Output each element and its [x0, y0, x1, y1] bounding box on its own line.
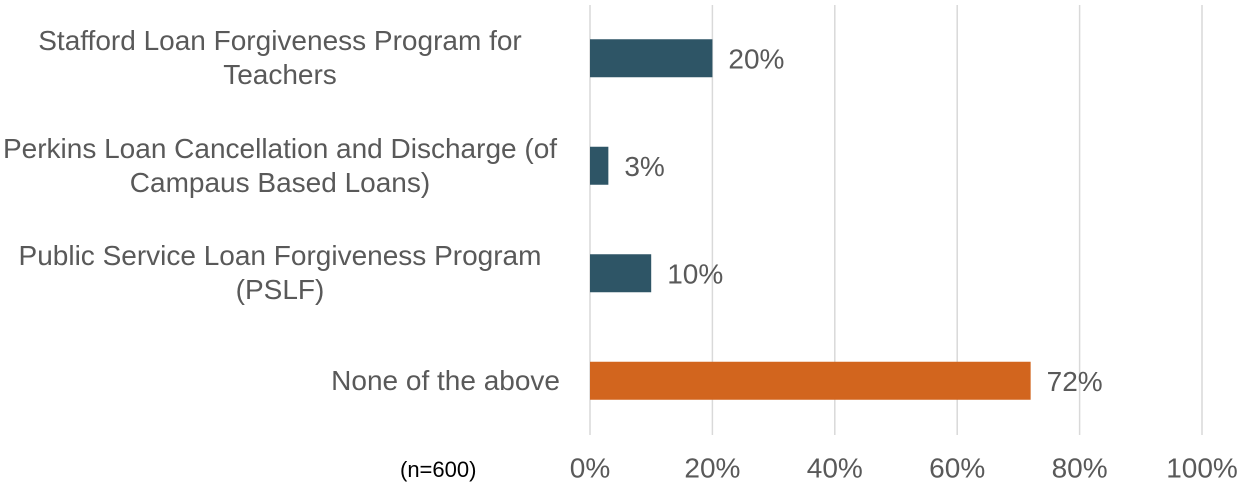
- value-label: 10%: [667, 259, 723, 290]
- category-label: Public Service Loan Forgiveness Program …: [18, 240, 542, 306]
- value-label: 3%: [624, 151, 664, 182]
- x-tick-label: 100%: [1166, 452, 1238, 483]
- x-tick-label: 60%: [929, 452, 985, 483]
- bar: [590, 146, 609, 185]
- category-label: Perkins Loan Cancellation and Discharge …: [2, 132, 558, 198]
- bar: [590, 361, 1031, 400]
- bar: [590, 254, 652, 293]
- x-tick-label: 80%: [1052, 452, 1108, 483]
- sample-note: (n=600): [400, 457, 477, 482]
- x-tick-label: 0%: [570, 452, 610, 483]
- x-tick-label: 40%: [807, 452, 863, 483]
- category-label: Stafford Loan Forgiveness Program for Te…: [38, 25, 522, 91]
- bar: [590, 39, 713, 78]
- value-label: 20%: [728, 44, 784, 75]
- x-tick-label: 20%: [684, 452, 740, 483]
- value-label: 72%: [1047, 366, 1103, 397]
- category-label: None of the above: [331, 364, 560, 396]
